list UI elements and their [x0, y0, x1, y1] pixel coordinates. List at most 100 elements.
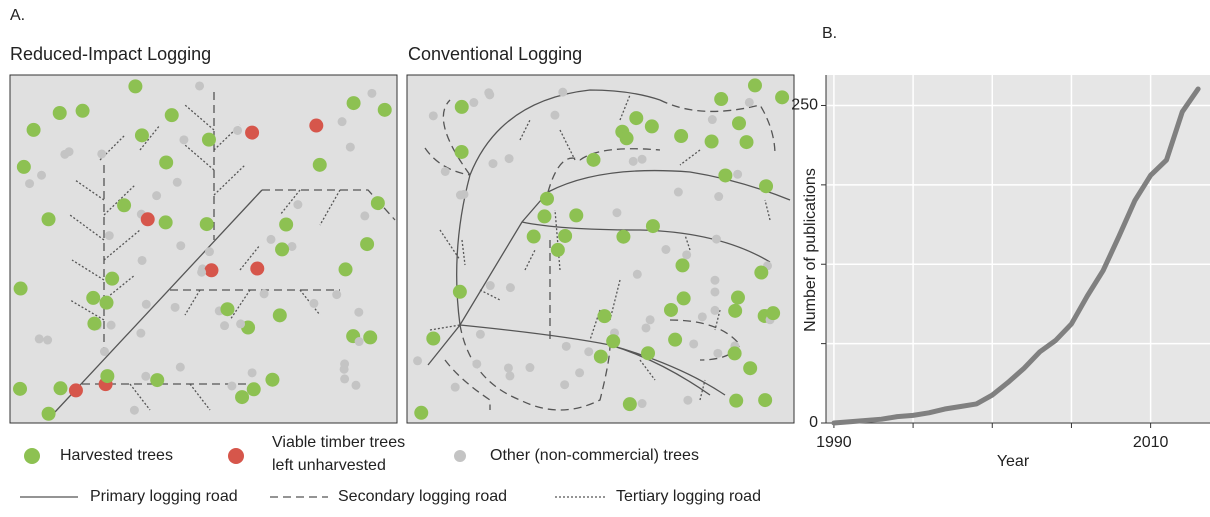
tree [668, 333, 682, 347]
figure: A. Reduced-Impact Logging Conventional L… [0, 0, 1210, 512]
tree [560, 380, 569, 389]
tree [714, 92, 728, 106]
tree [638, 399, 647, 408]
tree [550, 111, 559, 120]
tree [235, 390, 249, 404]
tree [638, 155, 647, 164]
tree [100, 347, 109, 356]
tree [340, 374, 349, 383]
tree [42, 212, 56, 226]
tree [117, 198, 131, 212]
tree [551, 243, 565, 257]
legend-swatch [24, 448, 40, 464]
tree [141, 212, 155, 226]
tree [612, 208, 621, 217]
tree [260, 289, 269, 298]
tree [537, 209, 551, 223]
tree [759, 179, 773, 193]
tree [347, 96, 361, 110]
tree [620, 131, 634, 145]
tree [575, 368, 584, 377]
tree [332, 290, 341, 299]
tree [472, 359, 481, 368]
panel-title: Reduced-Impact Logging [10, 44, 211, 64]
x-tick-label: 2010 [1133, 434, 1169, 451]
tree [17, 160, 31, 174]
tree [558, 229, 572, 243]
tree [354, 308, 363, 317]
tree [594, 350, 608, 364]
y-tick-label: 250 [791, 97, 818, 114]
tree [710, 306, 719, 315]
tree [616, 230, 630, 244]
tree [135, 128, 149, 142]
tree [646, 315, 655, 324]
tree [705, 134, 719, 148]
tree [76, 104, 90, 118]
tree [339, 262, 353, 276]
tree [729, 394, 743, 408]
tree [758, 393, 772, 407]
tree [689, 339, 698, 348]
tree [197, 268, 206, 277]
tree [220, 321, 229, 330]
tree [674, 129, 688, 143]
tree [476, 330, 485, 339]
tree [14, 282, 28, 296]
tree [455, 100, 469, 114]
tree [367, 89, 376, 98]
tree [629, 111, 643, 125]
x-axis-label: Year [997, 453, 1030, 470]
tree [176, 363, 185, 372]
tree [138, 256, 147, 265]
tree [69, 383, 83, 397]
legend-label: left unharvested [272, 457, 386, 474]
tree [484, 88, 493, 97]
tree [714, 192, 723, 201]
tree [505, 371, 514, 380]
tree [740, 135, 754, 149]
legend-label: Secondary logging road [338, 488, 507, 505]
tree [629, 157, 638, 166]
tree [43, 336, 52, 345]
tree [136, 329, 145, 338]
legend-swatch [454, 450, 466, 462]
tree [505, 154, 514, 163]
tree [451, 383, 460, 392]
tree [266, 235, 275, 244]
tree [25, 179, 34, 188]
y-axis-label: Number of publications [802, 168, 819, 332]
tree [340, 359, 349, 368]
panel-label: A. [10, 7, 25, 24]
panel-label: B. [822, 25, 837, 42]
tree [743, 361, 757, 375]
tree [661, 245, 670, 254]
tree [562, 342, 571, 351]
tree [713, 349, 722, 358]
tree [455, 145, 469, 159]
tree [645, 119, 659, 133]
tree [141, 372, 150, 381]
tree [86, 291, 100, 305]
tree [745, 98, 754, 107]
tree [677, 291, 691, 305]
tree [60, 150, 69, 159]
tree [173, 178, 182, 187]
tree [248, 368, 257, 377]
legend-swatch [228, 448, 244, 464]
tree [176, 241, 185, 250]
tree [504, 363, 513, 372]
tree [728, 304, 742, 318]
plot-box [10, 75, 397, 423]
tree [413, 356, 422, 365]
tree [718, 168, 732, 182]
tree [233, 126, 242, 135]
tree [279, 218, 293, 232]
tree [37, 171, 46, 180]
tree [265, 373, 279, 387]
tree [453, 285, 467, 299]
tree [142, 300, 151, 309]
tree [205, 247, 214, 256]
tree [130, 406, 139, 415]
tree [250, 262, 264, 276]
